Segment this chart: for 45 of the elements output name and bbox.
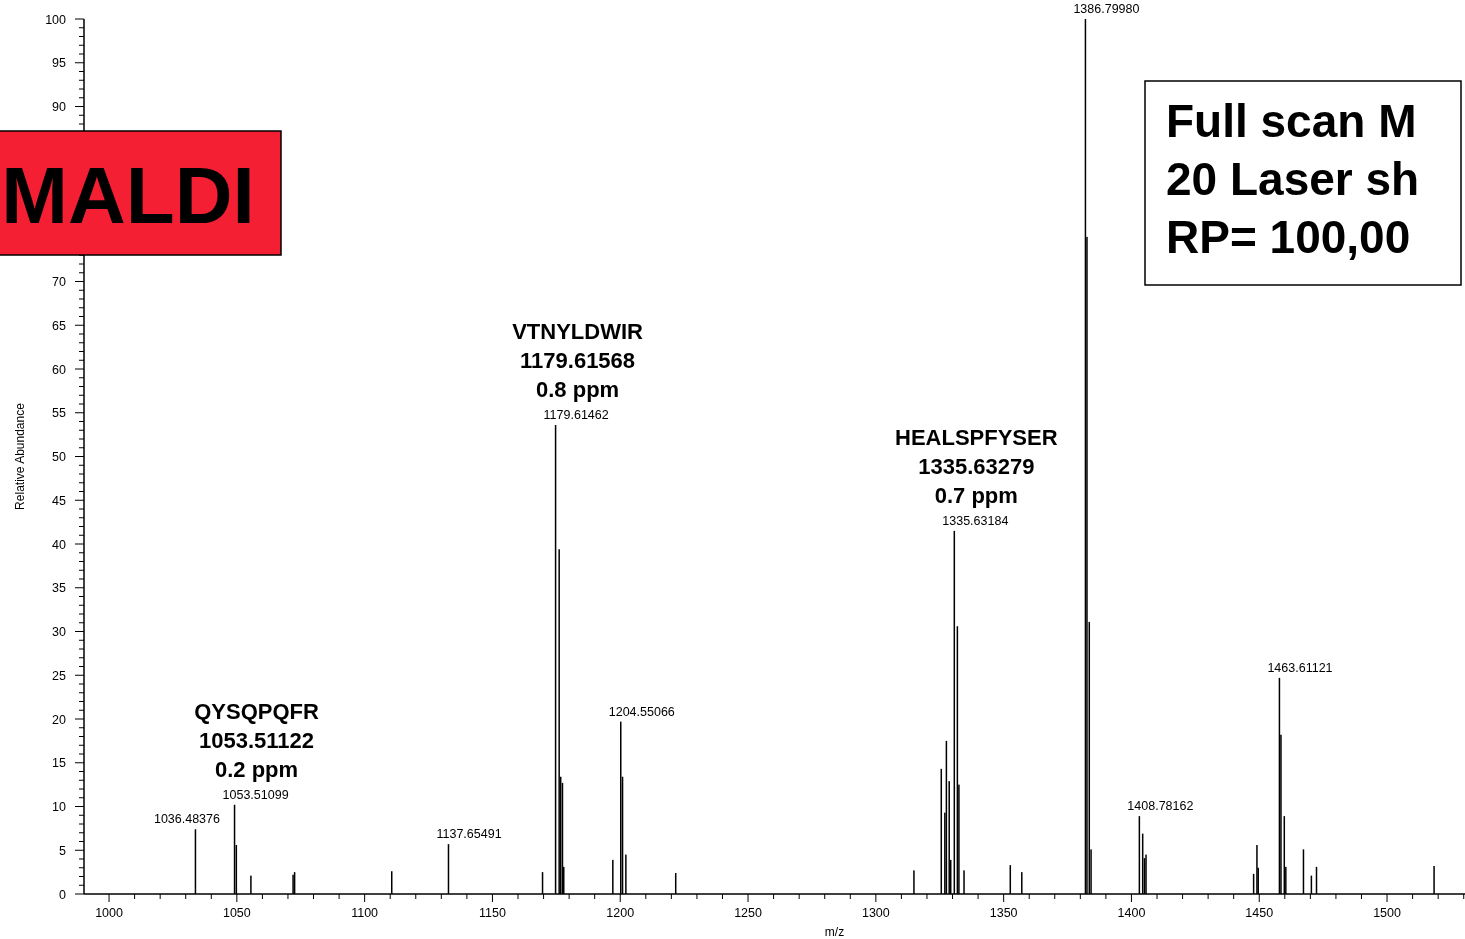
x-tick-label: 1450 [1245, 906, 1274, 920]
y-tick-label: 90 [52, 100, 67, 114]
annotation: QYSQPQFR 1053.51122 0.2 ppm [194, 698, 319, 782]
y-tick-label: 35 [52, 581, 67, 596]
x-tick-label: 1050 [222, 906, 251, 920]
y-tick-label: 95 [52, 56, 67, 71]
x-tick-label: 1350 [989, 906, 1018, 920]
y-tick-label: 50 [52, 450, 67, 464]
annotation: VTNYLDWIR 1179.61568 0.8 ppm [512, 319, 644, 402]
x-tick-label: 1000 [95, 906, 123, 920]
y-tick-label: 100 [45, 12, 67, 27]
y-tick-label: 0 [59, 887, 67, 902]
x-tick-label: 1500 [1373, 906, 1401, 920]
x-tick-label: 1150 [479, 906, 506, 920]
annotation: 1036.48376 [153, 812, 221, 827]
y-tick-label: 30 [52, 625, 67, 639]
annotation: 1386.79980 [1073, 2, 1140, 16]
y-tick-label: 5 [59, 843, 67, 858]
x-tick-label: 1200 [606, 906, 635, 920]
y-tick-label: 20 [52, 712, 67, 727]
annotation: 1408.78162 [1127, 799, 1194, 814]
y-tick-label: 55 [52, 406, 67, 421]
y-axis-title: Relative Abundance [13, 402, 27, 510]
y-tick-label: 40 [52, 537, 67, 552]
x-axis-title: m/z [824, 925, 845, 939]
x-tick-label: 1100 [351, 906, 379, 920]
y-tick-label: 65 [52, 318, 67, 333]
annotation: Full scan M 20 Laser sh RP= 100,00 [1166, 95, 1420, 263]
x-tick-label: 1250 [734, 906, 762, 920]
y-tick-label: 25 [52, 668, 67, 683]
y-tick-label: 60 [52, 362, 67, 377]
y-tick-label: 45 [52, 493, 67, 508]
annotation: 1204.55066 [608, 704, 675, 719]
y-tick-label: 10 [52, 800, 67, 814]
annotation: MALDI [1, 151, 255, 240]
annotation: 1053.51099 [222, 787, 289, 802]
x-tick-label: 1300 [861, 906, 890, 920]
annotation: 1463.61121 [1267, 660, 1333, 675]
annotation: HEALSPFYSER 1335.63279 0.7 ppm [895, 424, 1058, 508]
annotation: 1179.61462 [543, 408, 609, 422]
annotation: 1335.63184 [942, 513, 1009, 528]
x-tick-label: 1400 [1117, 906, 1146, 920]
y-tick-label: 70 [52, 275, 67, 289]
annotation: 1137.65491 [436, 827, 502, 842]
y-tick-label: 15 [52, 756, 67, 771]
